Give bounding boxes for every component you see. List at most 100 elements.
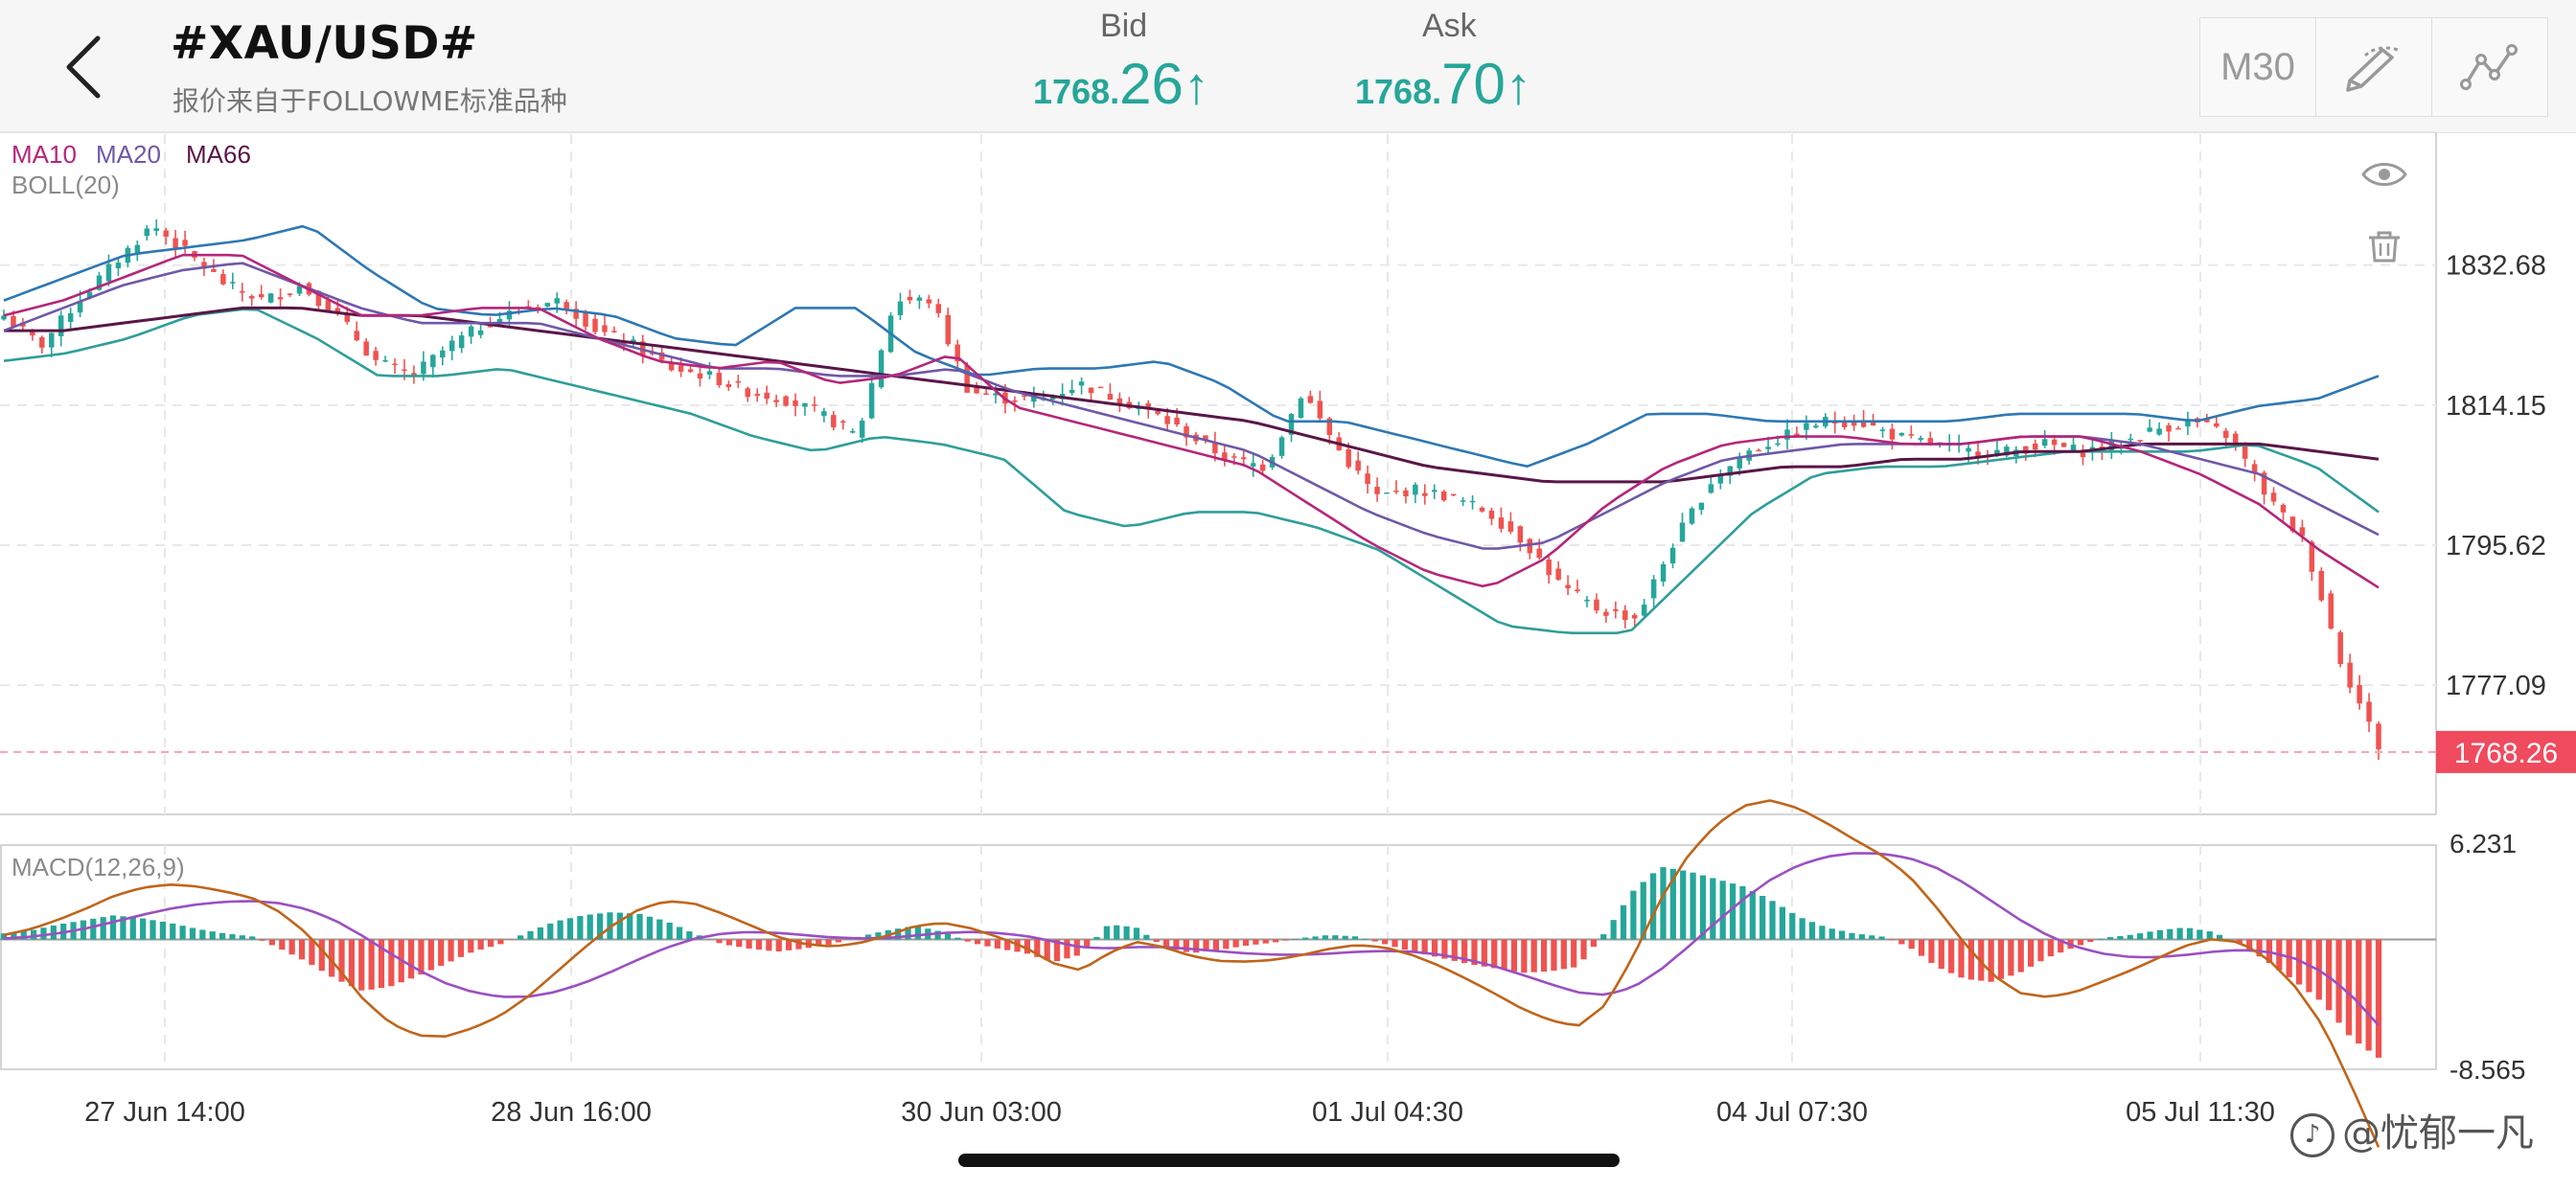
candle-body [2347,662,2353,688]
candle [1565,575,1571,596]
candle-body [1736,458,1742,469]
candle [716,369,723,388]
candle-body [773,400,779,402]
candle [430,354,436,378]
macd-bar [686,931,693,940]
candle-body [1613,608,1619,611]
candle [1860,410,1867,428]
candle [1584,596,1590,607]
macd-bar [1997,939,2005,979]
candle [1432,484,1438,499]
candle [678,357,684,378]
candle [1594,593,1599,614]
indicator-button[interactable] [2432,18,2547,116]
macd-bar [875,932,882,940]
candle [2366,693,2372,733]
macd-bar [2256,939,2263,957]
candle [363,338,369,356]
macd-bar [1719,881,1726,940]
macd-bar [636,913,643,940]
home-indicator[interactable] [958,1154,1620,1167]
macd-bar [418,939,425,975]
candle [573,301,579,329]
back-button[interactable] [58,31,115,103]
macd-bar [189,927,196,940]
macd-bar [1024,939,1031,954]
candle [1898,432,1905,437]
macd-bar [40,927,47,940]
candle-body [611,331,617,332]
macd-bar [1332,935,1339,940]
candle-body [1288,414,1295,435]
candle [1317,390,1323,423]
candle [1650,575,1657,607]
candle-body [831,415,837,427]
candle-body [1756,449,1761,452]
macd-bar [50,925,57,940]
candle-body [1927,438,1934,445]
macd-bar [1044,939,1050,961]
macd-bar [1610,920,1617,940]
candle [764,385,770,404]
boll-upper-line [3,224,2380,468]
candle-body [1622,610,1628,621]
candle-body [935,304,942,313]
candle-body [2366,701,2372,722]
macd-bar [1510,939,1518,972]
candle-body [287,293,293,295]
candle [1507,512,1514,535]
candle [354,321,359,342]
candle [1460,496,1466,507]
ma10-line [3,253,2380,589]
macd-bar [1103,926,1110,940]
macd-bar [1302,937,1309,940]
candle [1298,397,1304,420]
macd-bar [974,939,981,945]
macd-bar [218,932,226,940]
candle-body [2328,593,2334,629]
macd-bar [1551,939,1557,972]
candle [2251,460,2258,482]
candle-body [2080,452,2086,458]
macd-bar [1223,939,1230,950]
x-tick-label: 30 Jun 03:00 [901,1097,1062,1128]
macd-bar [586,914,593,940]
timeframe-button[interactable]: M30 [2200,18,2316,116]
macd-bar [825,939,832,945]
macd-bar [1431,939,1438,957]
macd-bar [1064,939,1070,959]
macd-bar [1680,870,1687,940]
candle [812,396,817,412]
candle-body [583,312,588,327]
candle-body [1432,490,1438,492]
macd-bar [448,939,454,962]
macd-bar [1560,939,1567,970]
candle-body [392,363,398,366]
candle [954,339,960,370]
trash-icon[interactable] [2369,231,2400,263]
macd-bar [1242,939,1250,946]
macd-bar [1193,939,1200,953]
macd-bar [1162,939,1170,949]
candle-body [1966,447,1971,452]
candle [1708,475,1714,494]
macd-y-tick: 6.231 [2450,829,2517,858]
macd-bar [487,939,494,948]
draw-tool-button[interactable] [2316,18,2432,116]
candle [2309,539,2315,582]
candle [1488,507,1495,526]
candle [564,299,569,315]
candle-body [1679,522,1686,542]
candle-body [1650,579,1657,599]
candle-body [363,341,369,356]
eye-icon[interactable] [2361,163,2407,186]
macd-bar [944,933,952,940]
candle-body [1669,547,1676,563]
macd-bar [1540,939,1548,973]
macd-bar [1600,934,1607,940]
macd-bar [348,939,355,987]
macd-bar [775,939,782,951]
macd-bar [1669,868,1676,940]
macd-bar [1421,939,1428,955]
